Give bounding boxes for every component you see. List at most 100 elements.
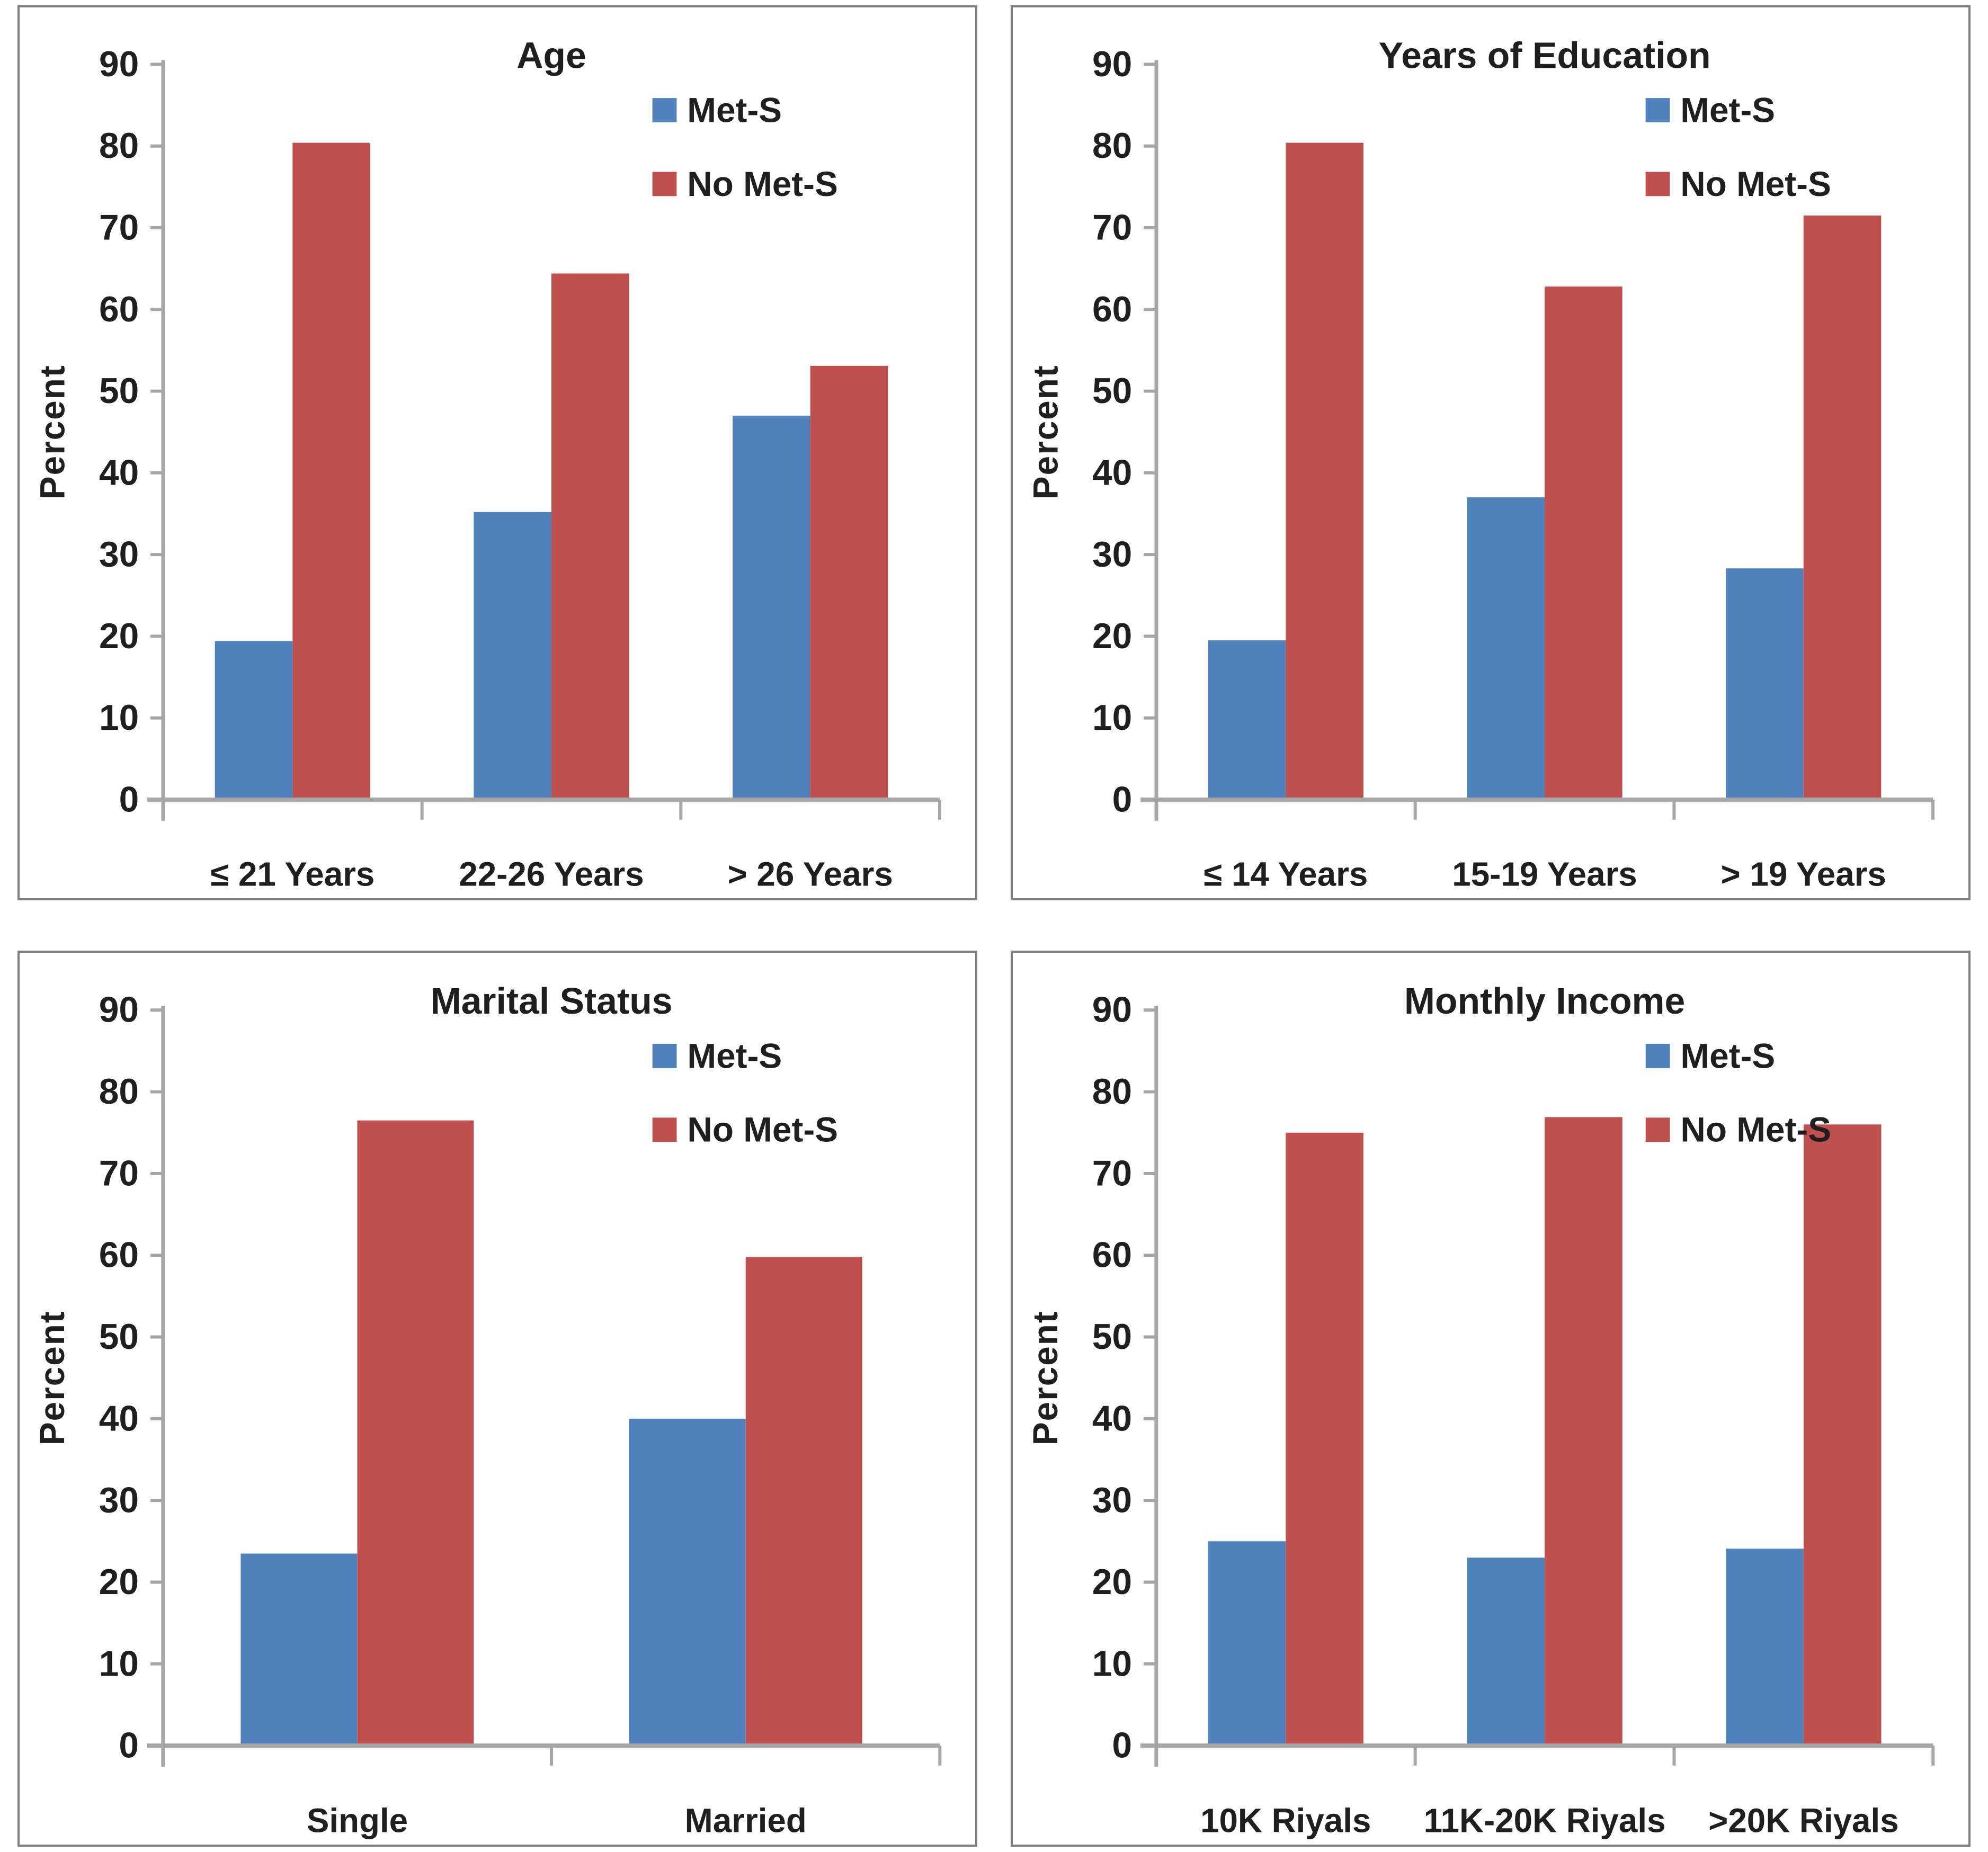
x-tick-label-married: Married [685, 1801, 807, 1839]
y-tick-label: 10 [99, 698, 139, 738]
legend-label-met-s: Met-S [1680, 91, 1775, 130]
bar-met-s-22-26-years [474, 512, 552, 800]
x-tick-label-26-years: > 26 Years [728, 856, 893, 893]
legend: Met-S No Met-S [1645, 91, 1831, 203]
y-tick-label: 60 [1092, 1236, 1132, 1275]
y-tick-label: 90 [1092, 990, 1132, 1030]
y-tick-label: 90 [99, 44, 139, 84]
x-tick-label-single: Single [307, 1801, 408, 1839]
y-tick-label: 50 [99, 371, 139, 411]
y-tick-label: 0 [119, 1726, 139, 1766]
y-tick-label: 70 [99, 208, 139, 248]
bar-no-met-s-26-years [810, 365, 888, 800]
x-tick-label-19-years: > 19 Years [1721, 856, 1886, 893]
y-tick-label: 30 [1092, 535, 1132, 575]
y-axis-title: Percent [1026, 1310, 1065, 1445]
y-tick-label: 40 [99, 1399, 139, 1438]
x-tick-label-20k-riyals: >20K Riyals [1708, 1801, 1898, 1839]
legend-swatch-no-met-s-icon [652, 172, 677, 196]
legend: Met-S No Met-S [1645, 1036, 1831, 1149]
x-tick-label-11k-20k-riyals: 11K-20K Riyals [1424, 1801, 1666, 1839]
bar-no-met-s-15-19-years [1545, 287, 1623, 800]
y-tick-label: 10 [99, 1644, 139, 1684]
legend-label-met-s: Met-S [1680, 1036, 1775, 1075]
y-tick-label: 40 [99, 453, 139, 493]
bar-no-met-s-22-26-years [551, 273, 629, 800]
x-tick-label-15-19-years: 15-19 Years [1452, 856, 1637, 893]
legend-label-met-s: Met-S [687, 91, 782, 130]
y-tick-label: 60 [99, 1236, 139, 1275]
bar-met-s-11k-20k-riyals [1467, 1558, 1545, 1746]
y-axis-title: Percent [1026, 364, 1065, 499]
y-tick-label: 30 [99, 535, 139, 575]
chart-age: 0 10 20 30 40 50 60 70 80 90 ≤ 21 Years 22-26 Years… [33, 34, 942, 893]
legend-label-no-met-s: No Met-S [1680, 1111, 1831, 1149]
chart-title: Marital Status [431, 980, 673, 1022]
y-tick-label: 50 [99, 1317, 139, 1357]
y-tick-label: 0 [1112, 1726, 1132, 1766]
legend-swatch-no-met-s-icon [1645, 1117, 1670, 1142]
y-tick-label: 10 [1092, 1644, 1132, 1684]
bar-no-met-s-21-years [292, 142, 370, 800]
legend-swatch-met-s-icon [1645, 98, 1670, 122]
bar-met-s-26-years [733, 415, 810, 800]
x-tick-label-22-26-years: 22-26 Years [459, 856, 644, 893]
bar-met-s-10k-riyals [1208, 1541, 1286, 1746]
bar-no-met-s-20k-riyals [1803, 1124, 1882, 1746]
legend: Met-S No Met-S [652, 91, 838, 203]
x-tick-label-14-years: ≤ 14 Years [1204, 856, 1368, 893]
y-tick-label: 10 [1092, 698, 1132, 738]
x-tick-label-21-years: ≤ 21 Years [210, 856, 375, 893]
legend-swatch-no-met-s-icon [652, 1117, 677, 1142]
panel-age: 0 10 20 30 40 50 60 70 80 90 ≤ 21 Years 22-26 Years… [17, 5, 977, 900]
bar-met-s-single [240, 1553, 358, 1746]
y-tick-label: 70 [1092, 1153, 1132, 1193]
legend-swatch-no-met-s-icon [1645, 172, 1670, 196]
y-tick-label: 80 [99, 1072, 139, 1112]
chart-marital-status: 0 10 20 30 40 50 60 70 80 90 Single Married Marital … [33, 980, 942, 1839]
y-tick-label: 0 [1112, 780, 1133, 819]
chart-title: Monthly Income [1404, 980, 1685, 1022]
bar-no-met-s-single [357, 1120, 474, 1746]
bar-no-met-s-19-years [1803, 215, 1882, 800]
y-tick-label: 90 [1092, 44, 1132, 84]
legend-label-met-s: Met-S [687, 1036, 782, 1075]
legend-label-no-met-s: No Met-S [687, 1111, 838, 1149]
y-tick-label: 80 [1092, 126, 1132, 166]
x-tick-label-10k-riyals: 10K Riyals [1200, 1801, 1371, 1839]
bar-met-s-married [629, 1418, 746, 1746]
y-tick-label: 90 [99, 990, 139, 1030]
legend: Met-S No Met-S [652, 1036, 838, 1149]
y-tick-label: 30 [1092, 1481, 1132, 1520]
y-tick-label: 30 [99, 1481, 139, 1520]
panel-marital-status: 0 10 20 30 40 50 60 70 80 90 Single Married Marital … [17, 951, 977, 1847]
bar-met-s-14-years [1208, 640, 1286, 800]
bar-met-s-19-years [1726, 568, 1804, 800]
bar-no-met-s-10k-riyals [1286, 1132, 1363, 1746]
panel-years-of-education: 0 10 20 30 40 50 60 70 80 90 ≤ 14 Years 15-19 Years… [1011, 5, 1971, 900]
bar-met-s-15-19-years [1467, 497, 1545, 800]
y-tick-label: 20 [1092, 1562, 1132, 1602]
y-tick-label: 0 [119, 780, 139, 819]
legend-swatch-met-s-icon [652, 1043, 677, 1068]
y-tick-label: 60 [99, 290, 139, 329]
legend-label-no-met-s: No Met-S [687, 165, 838, 203]
bar-met-s-21-years [215, 641, 293, 800]
y-tick-label: 40 [1092, 1399, 1132, 1438]
bar-no-met-s-11k-20k-riyals [1545, 1117, 1623, 1746]
y-tick-label: 40 [1092, 453, 1132, 493]
legend-swatch-met-s-icon [1645, 1043, 1670, 1068]
legend-label-no-met-s: No Met-S [1680, 165, 1831, 203]
y-tick-label: 50 [1092, 1317, 1132, 1357]
bar-no-met-s-14-years [1286, 142, 1363, 800]
y-tick-label: 80 [99, 126, 139, 166]
chart-monthly-income: 0 10 20 30 40 50 60 70 80 90 10K Riyals 11K-20K Riy… [1026, 980, 1935, 1839]
y-tick-label: 50 [1092, 371, 1132, 411]
y-tick-label: 70 [99, 1153, 139, 1193]
panel-monthly-income: 0 10 20 30 40 50 60 70 80 90 10K Riyals 11K-20K Riy… [1011, 951, 1971, 1847]
chart-years-of-education: 0 10 20 30 40 50 60 70 80 90 ≤ 14 Years 15-19 Years… [1026, 34, 1935, 893]
y-tick-label: 20 [1092, 616, 1132, 656]
y-tick-label: 70 [1092, 208, 1132, 248]
y-tick-label: 20 [99, 1562, 139, 1602]
